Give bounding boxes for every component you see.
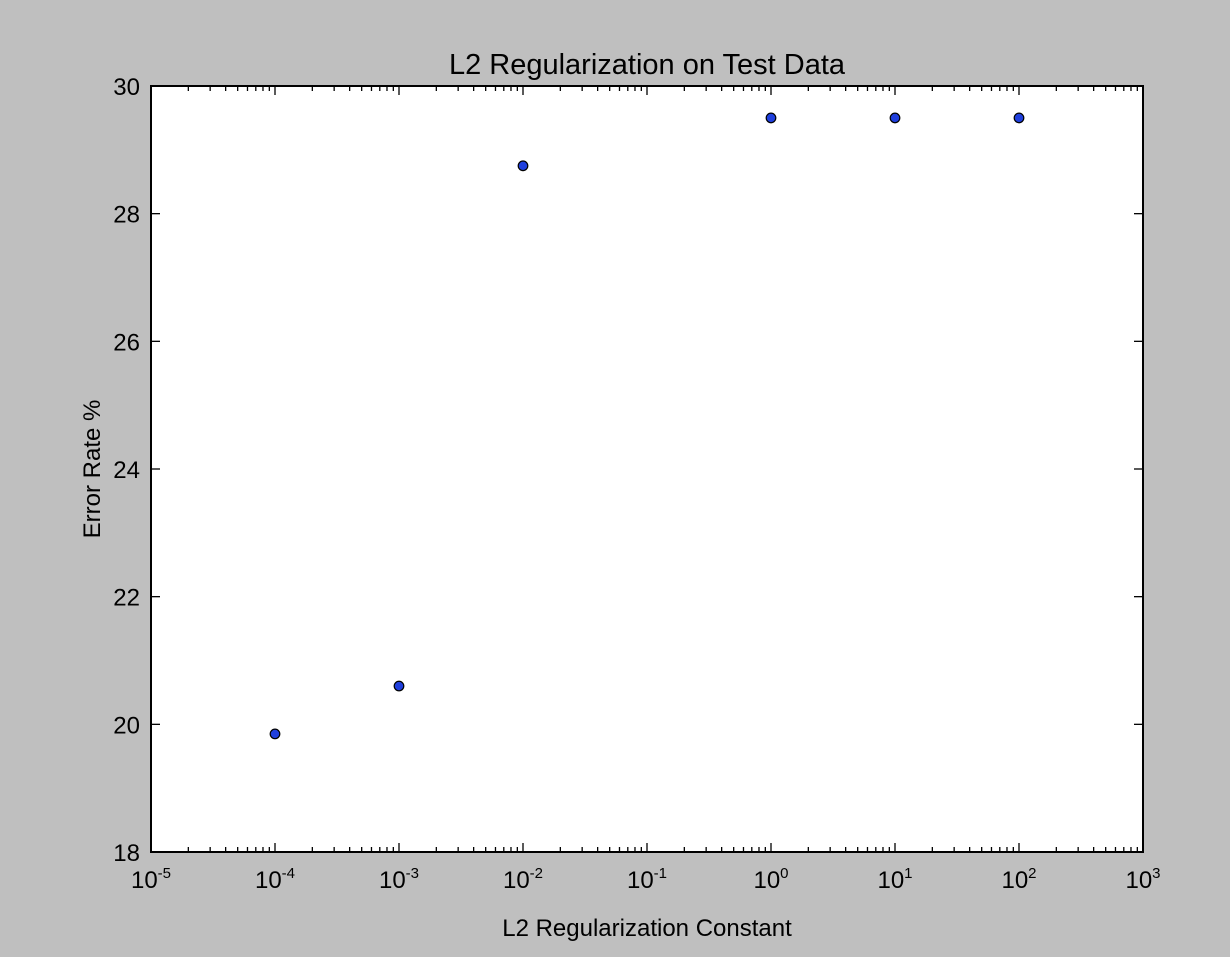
y-tick-label: 26 [113,329,140,356]
x-axis-label: L2 Regularization Constant [502,915,792,942]
x-tick-base: 10 [1001,867,1028,894]
x-tick-label: 100 [753,865,788,894]
x-tick-exponent: -1 [654,865,667,882]
x-tick-exponent: -2 [530,865,543,882]
data-points [269,112,1025,740]
y-tick-label: 22 [113,585,140,612]
data-point [765,112,777,124]
x-tick-exponent: 2 [1028,865,1036,882]
x-tick-label: 103 [1125,865,1160,894]
y-tick-label: 24 [113,457,140,484]
data-point [269,728,281,740]
y-tick-label: 28 [113,202,140,229]
x-tick-exponent: -5 [158,865,171,882]
x-tick-base: 10 [503,867,530,894]
x-tick-label: 10-5 [131,865,171,894]
y-axis-label: Error Rate % [79,400,106,539]
x-tick-label: 10-1 [627,865,667,894]
data-point [393,680,405,692]
x-tick-base: 10 [753,867,780,894]
y-tick-label: 20 [113,712,140,739]
x-tick-label: 10-2 [503,865,543,894]
data-point [517,160,529,172]
plot-frame [150,85,1144,853]
x-tick-base: 10 [131,867,158,894]
x-tick-exponent: -4 [282,865,295,882]
x-tick-label: 10-4 [255,865,295,894]
x-tick-exponent: -3 [406,865,419,882]
y-tick-label: 30 [113,74,140,101]
x-tick-base: 10 [1125,867,1152,894]
chart-title: L2 Regularization on Test Data [449,49,846,81]
x-tick-exponent: 1 [904,865,912,882]
x-tick-base: 10 [877,867,904,894]
x-tick-label: 102 [1001,865,1036,894]
x-tick-label: 10-3 [379,865,419,894]
x-tick-exponent: 0 [780,865,788,882]
tick-labels: 10-5 10-4 10-3 10-2 10-1 100 101 102 10318202224… [113,74,1160,894]
x-tick-base: 10 [627,867,654,894]
data-point [889,112,901,124]
x-tick-exponent: 3 [1152,865,1160,882]
data-point [1013,112,1025,124]
y-tick-label: 18 [113,840,140,867]
plot-area [151,86,1143,852]
x-tick-label: 101 [877,865,912,894]
x-tick-base: 10 [379,867,406,894]
x-tick-base: 10 [255,867,282,894]
